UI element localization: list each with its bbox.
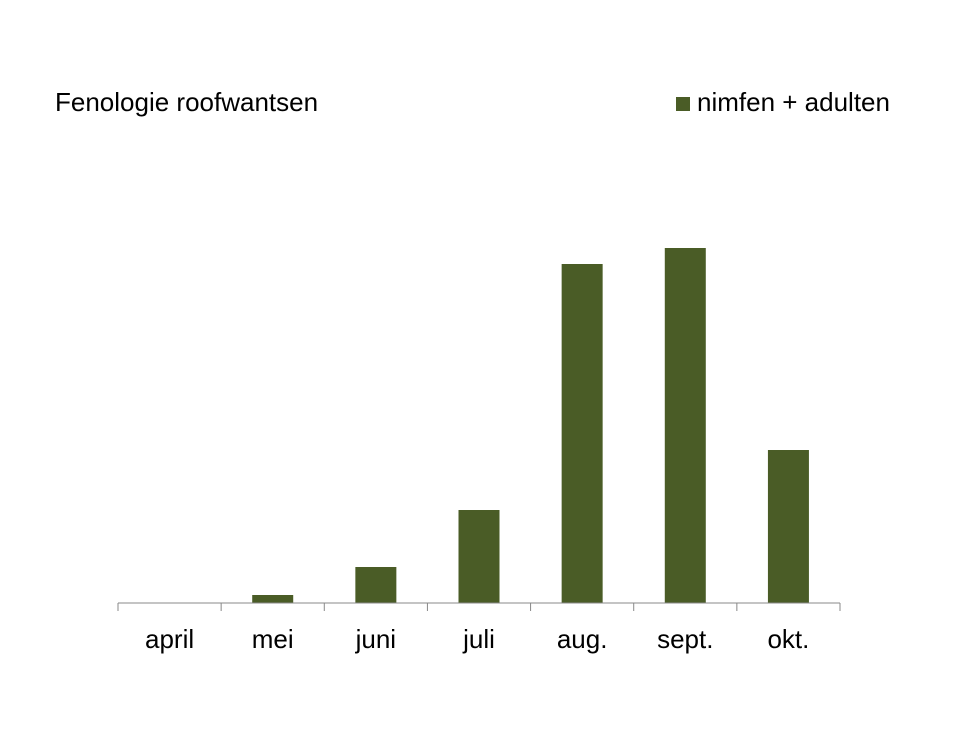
chart-title: Fenologie roofwantsen (55, 87, 318, 117)
x-tick-label: aug. (557, 624, 608, 654)
x-tick-label: okt. (767, 624, 809, 654)
x-tick-label: sept. (657, 624, 713, 654)
bar (355, 567, 397, 603)
legend-swatch (676, 97, 690, 111)
bar (561, 264, 603, 603)
bar (252, 595, 294, 603)
bar (458, 510, 500, 603)
x-tick-label: juli (462, 624, 495, 654)
bar (767, 450, 809, 603)
bar (664, 248, 706, 603)
x-tick-label: mei (252, 624, 294, 654)
legend-label: nimfen + adulten (697, 87, 890, 117)
x-tick-label: april (145, 624, 194, 654)
x-tick-label: juni (355, 624, 396, 654)
